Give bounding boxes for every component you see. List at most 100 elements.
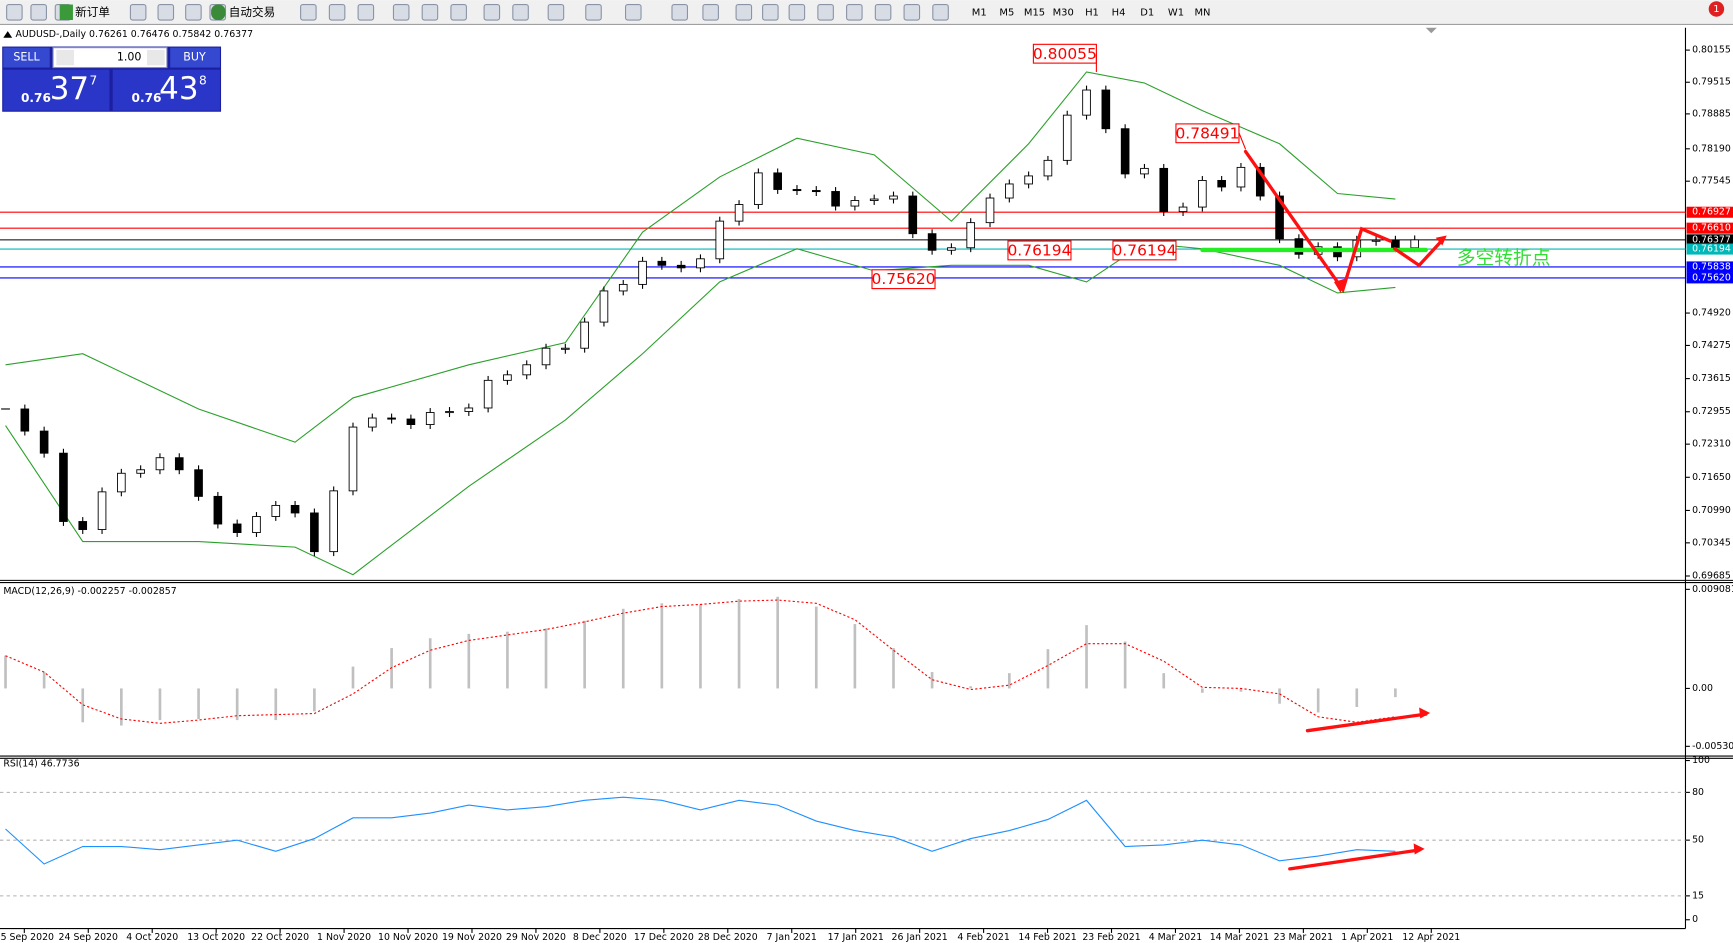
candle xyxy=(290,504,300,514)
timeframe-button[interactable]: W1 xyxy=(1168,7,1184,18)
timeframe-button[interactable]: M30 xyxy=(1053,7,1074,18)
toolbar-icon xyxy=(450,3,467,21)
macd-bar xyxy=(197,688,200,719)
x-tick-label: 24 Sep 2020 xyxy=(59,932,118,943)
price-level-label: 0.75838 xyxy=(1692,261,1731,272)
candle xyxy=(1198,180,1207,208)
lot-decrease[interactable] xyxy=(56,49,75,66)
y-tick-label: 80 xyxy=(1692,787,1704,798)
macd-bar xyxy=(1394,688,1397,698)
candle xyxy=(194,469,203,497)
notification-badge[interactable] xyxy=(1708,1,1725,17)
macd-bar xyxy=(737,598,741,689)
toolbar-icon xyxy=(300,3,317,21)
toolbar-icon xyxy=(512,3,529,21)
macd-bar xyxy=(42,672,46,689)
y-tick-label: 0.78190 xyxy=(1692,143,1731,154)
candle xyxy=(1255,166,1265,197)
candle xyxy=(445,411,454,414)
auto-trading-button[interactable]: 自动交易 xyxy=(229,5,275,19)
bid-small: 7 xyxy=(90,73,98,87)
y-tick-label: -0.005306 xyxy=(1692,741,1733,752)
buy-label: BUY xyxy=(183,51,206,64)
macd-bar xyxy=(660,603,664,689)
x-tick-label: 8 Dec 2020 xyxy=(573,932,627,943)
divergence-arrow xyxy=(1288,848,1421,871)
macd-bar xyxy=(274,688,278,721)
candle xyxy=(483,379,493,409)
candle xyxy=(348,426,358,492)
candle xyxy=(232,523,242,533)
x-tick-label: 17 Jan 2021 xyxy=(828,932,884,943)
candle xyxy=(20,408,30,432)
divergence-arrow xyxy=(1305,712,1428,733)
candle xyxy=(1236,166,1246,188)
candle xyxy=(329,490,338,553)
x-tick-label: 1 Nov 2020 xyxy=(317,932,371,943)
toolbar-icon xyxy=(30,3,47,21)
lot-increase[interactable] xyxy=(146,49,165,66)
annotation-text: 多空转折点 xyxy=(1457,247,1551,269)
y-tick-label: 0.70345 xyxy=(1692,537,1731,548)
bollinger-upper xyxy=(5,71,1396,443)
timeframe-button[interactable]: H4 xyxy=(1112,7,1126,18)
macd-bar xyxy=(892,648,895,689)
x-tick-label: 1 Apr 2021 xyxy=(1341,932,1393,943)
macd-bar xyxy=(544,628,548,689)
toolbar-icon xyxy=(874,3,892,21)
annotation-pointer xyxy=(1238,132,1247,150)
sell-label: SELL xyxy=(13,51,40,64)
y-tick-label: 0.73615 xyxy=(1692,373,1731,384)
timeframe-button[interactable]: D1 xyxy=(1140,7,1154,18)
y-tick-label: 0.78885 xyxy=(1692,108,1731,119)
y-tick-label: 100 xyxy=(1692,755,1710,766)
candle xyxy=(39,430,49,454)
sell-button[interactable] xyxy=(3,47,50,68)
candle xyxy=(985,197,995,224)
timeframe-button[interactable]: MN xyxy=(1194,7,1210,18)
timeframe-button[interactable]: M5 xyxy=(999,7,1014,18)
candle xyxy=(252,516,261,533)
buy-button[interactable] xyxy=(170,47,220,68)
macd-bar xyxy=(1123,641,1127,689)
notification-count: 1 xyxy=(1713,4,1719,15)
price-level-tag xyxy=(1686,234,1733,246)
arrow-head xyxy=(1419,707,1431,719)
candle xyxy=(1294,238,1304,255)
x-tick-label: 14 Feb 2021 xyxy=(1018,932,1076,943)
bid-prefix: 0.76 xyxy=(21,91,51,105)
macd-bar xyxy=(621,608,625,689)
macd-bar xyxy=(158,688,162,721)
candle xyxy=(59,452,68,522)
candle xyxy=(541,347,551,366)
annotation-text: 0.78491 xyxy=(1175,124,1239,142)
candle xyxy=(869,198,879,201)
candle xyxy=(754,172,763,205)
annotation-box xyxy=(871,269,936,290)
timeframe-button[interactable]: M15 xyxy=(1024,7,1045,18)
timeframe-button[interactable]: H1 xyxy=(1085,7,1099,18)
y-tick-label: 0.71650 xyxy=(1692,472,1731,483)
candle xyxy=(561,347,570,350)
x-tick-label: 14 Mar 2021 xyxy=(1210,932,1269,943)
macd-bar xyxy=(235,688,239,721)
ask-box[interactable] xyxy=(112,69,220,111)
timeframe-button[interactable]: M1 xyxy=(972,7,987,18)
candle xyxy=(1120,128,1130,175)
macd-bar xyxy=(1162,673,1166,689)
candle xyxy=(522,364,532,376)
lot-input[interactable] xyxy=(52,47,168,69)
macd-bar xyxy=(1007,673,1011,689)
drawings xyxy=(1200,149,1447,871)
toolbar-icon xyxy=(157,3,175,21)
indicator-title: RSI(14) 46.7736 xyxy=(3,758,79,769)
macd-bar xyxy=(1278,688,1281,704)
annotation-text: 0.76194 xyxy=(1007,242,1071,260)
candle xyxy=(1043,159,1053,177)
bid-box[interactable] xyxy=(3,69,110,111)
new-order-button[interactable]: 新订单 xyxy=(75,5,110,19)
toolbar-icon xyxy=(547,3,565,21)
candle xyxy=(1062,114,1072,161)
candle xyxy=(927,233,937,251)
